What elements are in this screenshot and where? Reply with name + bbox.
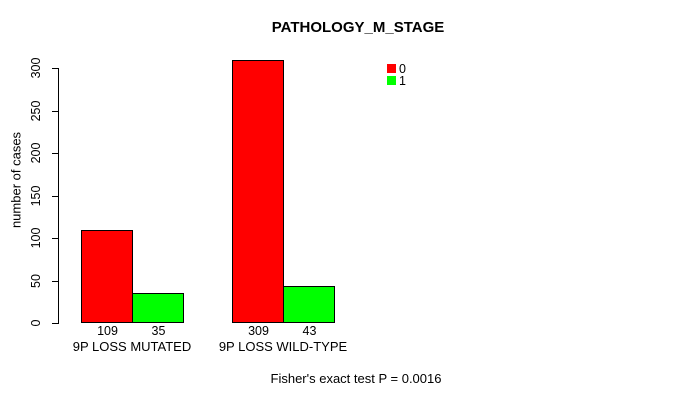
y-tick-label: 300 <box>29 57 43 79</box>
bar-value-label: 109 <box>97 324 118 338</box>
y-tick <box>52 111 58 112</box>
legend-label-0: 0 <box>399 62 406 76</box>
y-tick-label: 100 <box>29 227 43 249</box>
bar-0 <box>81 230 133 323</box>
y-tick-label: 0 <box>29 319 43 327</box>
y-axis-label: number of cases <box>8 131 24 229</box>
y-tick <box>52 238 58 239</box>
y-tick-label: 250 <box>29 100 43 122</box>
y-tick <box>52 281 58 282</box>
bar-1 <box>132 293 184 323</box>
bar-value-label: 35 <box>151 324 166 338</box>
y-tick-label: 200 <box>29 142 43 164</box>
bar-value-label: 43 <box>302 324 317 338</box>
legend-swatch-0 <box>387 64 396 73</box>
y-tick <box>52 153 58 154</box>
x-category-label: 9P LOSS MUTATED <box>72 339 192 354</box>
bar-0 <box>232 60 284 323</box>
y-tick-label: 50 <box>29 274 43 288</box>
legend-swatch-1 <box>387 76 396 85</box>
y-tick-label: 150 <box>29 185 43 207</box>
bar-value-label: 309 <box>248 324 269 338</box>
legend-label-1: 1 <box>399 74 406 88</box>
annotation-fisher-test: Fisher's exact test P = 0.0016 <box>270 371 442 386</box>
y-tick <box>52 68 58 69</box>
bar-1 <box>283 286 335 323</box>
y-axis-line <box>58 68 59 324</box>
y-tick <box>52 196 58 197</box>
y-tick <box>52 323 58 324</box>
chart-title: PATHOLOGY_M_STAGE <box>271 19 445 36</box>
x-category-label: 9P LOSS WILD-TYPE <box>218 339 348 354</box>
